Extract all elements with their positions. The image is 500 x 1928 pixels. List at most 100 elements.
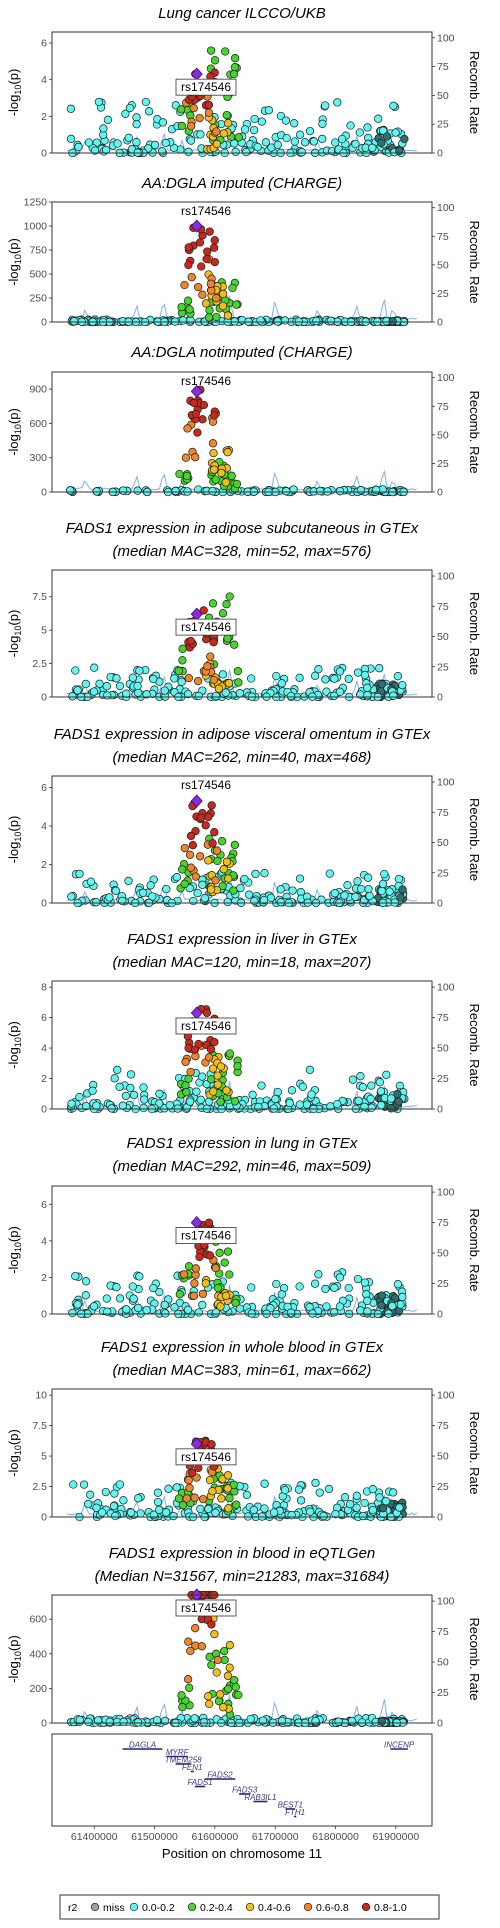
snp-point <box>311 1478 320 1488</box>
snp-point <box>273 140 282 149</box>
snp-point <box>84 1499 93 1509</box>
panel-title: AA:DGLA imputed (CHARGE) <box>141 175 342 192</box>
snp-point <box>210 56 220 65</box>
snp-point <box>144 107 154 116</box>
snp-point <box>207 1440 216 1449</box>
panel-title: FADS1 expression in whole blood in GTEx <box>101 1339 384 1356</box>
snp-point <box>374 114 383 123</box>
snp-point <box>254 1102 263 1112</box>
snp-point <box>208 1487 217 1496</box>
snp-point <box>212 127 221 136</box>
gene-label: FEN1 <box>182 1763 202 1772</box>
y-right-tick-label: 75 <box>437 1217 449 1229</box>
y-tick-label: 0 <box>41 692 47 704</box>
snp-point <box>321 101 330 110</box>
snp-point <box>204 1053 214 1062</box>
snp-point <box>66 104 76 113</box>
snp-point <box>154 1505 164 1514</box>
y-right-tick-label: 0 <box>437 1512 443 1524</box>
y-right-tick-label: 0 <box>437 487 443 499</box>
y-tick-label: 7.5 <box>32 591 47 603</box>
snp-point <box>204 1504 213 1514</box>
snp-point <box>352 1491 361 1500</box>
snp-point <box>231 147 240 156</box>
snp-point <box>256 316 265 325</box>
snp-point <box>394 874 404 884</box>
snp-point <box>223 448 232 457</box>
snp-point <box>346 121 355 130</box>
snp-point <box>333 98 342 107</box>
snp-point <box>192 1087 201 1096</box>
snp-point <box>375 1078 384 1087</box>
association-panel-7: FADS1 expression in lung in GTEx (median … <box>6 1135 482 1321</box>
snp-point <box>354 1096 363 1105</box>
y-tick-label: 6 <box>41 38 47 50</box>
snp-point <box>233 1061 242 1071</box>
snp-point <box>198 290 207 299</box>
snp-point <box>73 1300 82 1309</box>
snp-point <box>158 118 168 127</box>
y-right-tick-label: 25 <box>437 119 449 131</box>
y-tick-label: 300 <box>29 452 47 464</box>
panel-title: FADS1 expression in adipose visceral ome… <box>54 726 431 743</box>
snp-point <box>209 448 218 458</box>
snp-point <box>73 686 82 695</box>
snp-point <box>351 139 360 149</box>
snp-point <box>285 1098 294 1108</box>
snp-point <box>148 892 157 901</box>
snp-point <box>225 592 234 601</box>
snp-point <box>133 1718 143 1727</box>
panel-subtitle: (median MAC=292, min=46, max=509) <box>113 1158 372 1175</box>
snp-point <box>331 1509 340 1519</box>
snp-point <box>185 1683 194 1692</box>
snp-point <box>219 865 228 874</box>
snp-point <box>184 673 193 683</box>
snp-point <box>280 316 290 325</box>
panel-frame <box>51 31 433 154</box>
legend-swatch <box>129 1902 139 1912</box>
panel-frame <box>51 201 433 323</box>
snp-point <box>250 896 259 906</box>
snp-point <box>212 312 221 322</box>
snp-point <box>236 883 245 893</box>
snp-point <box>218 881 227 891</box>
snp-point <box>184 1262 194 1271</box>
snp-point <box>222 857 232 866</box>
gene-label: FADS2 <box>207 1771 233 1780</box>
gene-label: INCENP <box>384 1741 415 1750</box>
snp-point <box>198 880 207 889</box>
snp-point <box>213 1080 223 1089</box>
y-right-tick-label: 25 <box>437 288 449 300</box>
snp-point <box>118 1101 128 1110</box>
snp-point <box>194 1308 203 1317</box>
snp-point <box>212 294 221 303</box>
snp-point <box>247 1283 256 1292</box>
y-tick-label: 4 <box>41 1235 47 1247</box>
y-tick-label: 2 <box>41 1073 47 1085</box>
snp-point <box>211 1263 220 1273</box>
y-right-tick-label: 100 <box>437 1187 455 1199</box>
y-right-tick-label: 75 <box>437 807 449 819</box>
snp-point <box>249 125 259 135</box>
snp-point <box>197 813 206 822</box>
snp-point <box>177 1691 186 1700</box>
snp-point <box>219 1703 228 1712</box>
snp-point <box>183 1305 193 1314</box>
snp-point <box>196 1504 205 1514</box>
y-right-tick-label: 25 <box>437 867 449 879</box>
legend-swatch <box>187 1902 197 1912</box>
snp-point <box>312 316 321 326</box>
snp-point <box>79 1480 89 1489</box>
snp-point <box>385 887 394 896</box>
legend-title: r2 <box>68 1902 77 1914</box>
snp-point <box>321 1284 330 1294</box>
snp-point <box>276 885 285 894</box>
snp-point <box>90 663 99 672</box>
snp-point <box>302 1100 311 1109</box>
snp-point <box>253 142 262 152</box>
snp-point <box>109 1501 119 1511</box>
snp-point <box>206 885 216 894</box>
snp-point <box>187 273 196 282</box>
snp-point <box>81 1101 91 1111</box>
snp-point <box>175 469 184 479</box>
